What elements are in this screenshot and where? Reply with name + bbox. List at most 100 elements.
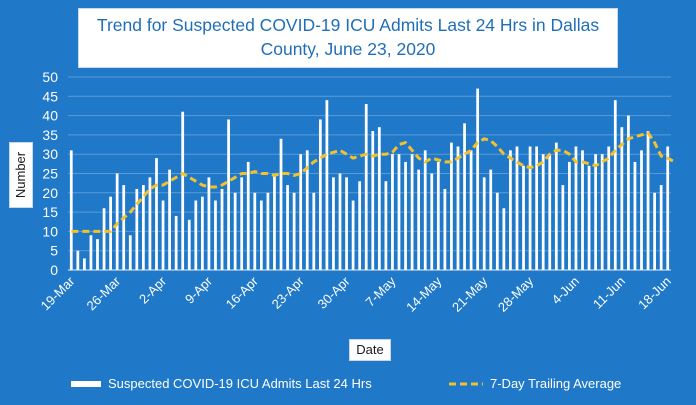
bar [666,146,670,270]
bar [410,154,414,270]
x-tick-label: 16-Apr [223,273,262,312]
bar [423,150,427,270]
bar [450,142,453,270]
bar [273,173,276,270]
y-tick-labels: 0 5 10 15 20 25 30 35 40 45 50 [42,69,58,278]
bar [607,146,611,270]
bar [128,235,132,270]
bar [253,192,257,270]
bar [528,146,532,270]
bar [187,219,191,270]
bar [122,185,126,270]
bar [279,138,283,270]
x-tick-label: 7-May [362,273,398,309]
chart-title-line-1: Trend for Suspected COVID-19 ICU Admits … [96,15,600,35]
bar [522,165,525,270]
bar [358,181,362,270]
bar [233,192,237,270]
bar [141,185,145,270]
bar [515,146,519,270]
bar [371,131,375,270]
bar [535,146,539,270]
trailing-average-line [71,131,676,233]
bar [489,169,493,270]
bar [600,154,604,270]
bar [240,177,244,270]
bar [495,192,499,270]
bar [338,173,342,270]
chart-title-box: Trend for Suspected COVID-19 ICU Admits … [78,8,618,68]
bar [436,161,440,270]
bar [76,250,80,270]
bar [214,200,217,270]
y-tick-label: 30 [42,146,58,162]
bar [364,104,368,271]
x-tick-label: 21-May [449,273,491,315]
bar [476,88,480,270]
bar [148,177,152,270]
x-tick-label: 2-Apr [136,273,170,307]
y-tick-label: 25 [42,166,58,182]
bar [561,185,565,270]
bar [384,181,388,270]
bar [391,154,394,270]
bar [443,188,447,270]
bar [69,150,73,270]
bar [83,258,86,270]
bar [613,100,617,270]
bar [554,142,558,270]
bar [627,115,630,270]
bar [345,177,348,270]
bar [96,239,99,270]
x-tick-label: 30-Apr [314,273,353,312]
bar [207,177,211,270]
bar [161,200,165,270]
x-tick-label: 18-Jun [635,274,674,313]
x-tick-label: 19-Mar [38,273,78,313]
bar [574,146,578,270]
y-axis-label: Number [13,151,28,199]
bar [266,192,270,270]
bar [155,158,158,270]
x-axis-label: Date [349,339,391,361]
bar [633,161,637,270]
bar [548,154,552,270]
x-tick-labels: 19-Mar 26-Mar 2-Apr 9-Apr 16-Apr 23-Apr 30-Apr… [38,273,674,315]
bar [299,154,303,270]
bar [397,154,401,270]
y-tick-label: 10 [42,223,58,239]
bar [194,200,198,270]
bar [292,192,296,270]
bar [482,177,486,270]
bar [568,161,571,270]
bar [541,154,545,270]
bar [640,150,643,270]
bar [318,119,322,271]
bar [469,150,473,270]
bar [325,100,329,270]
bar [620,127,624,271]
bar [646,131,650,270]
gridlines [68,76,671,271]
bar [587,165,591,270]
legend-entry-line: 7-Day Trailing Average [490,376,622,391]
y-tick-label: 35 [42,127,58,143]
bar [200,196,204,270]
bar [351,200,355,270]
bar [220,188,224,270]
x-tick-label: 4-Jun [548,274,582,308]
y-tick-label: 45 [42,88,58,104]
y-axis-label-box: Number [9,142,33,208]
y-tick-label: 5 [50,243,58,259]
bar [581,150,584,270]
bar [246,161,250,270]
x-tick-label: 26-Mar [84,273,124,313]
chart-title: Trend for Suspected COVID-19 ICU Admits … [79,13,617,61]
legend-bar-swatch [71,381,101,387]
bar [456,146,460,270]
bar [463,123,466,270]
bar [89,235,93,270]
bar [332,177,335,270]
legend-entry-bars: Suspected COVID-19 ICU Admits Last 24 Hr… [108,376,372,391]
bar [502,208,506,270]
